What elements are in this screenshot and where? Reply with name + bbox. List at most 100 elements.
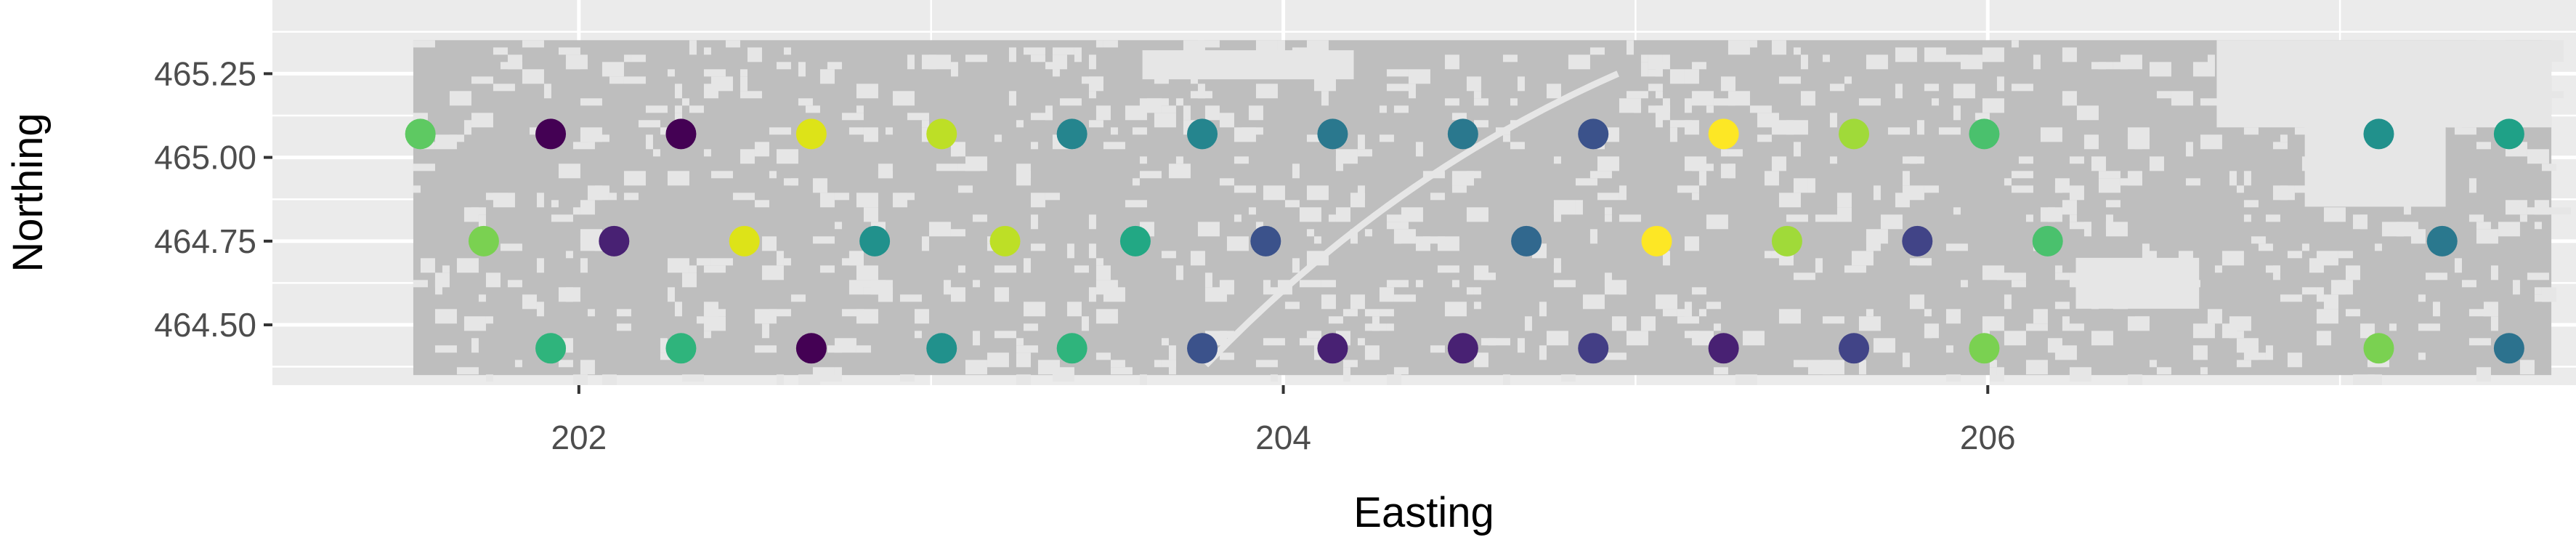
data-point xyxy=(2363,333,2394,364)
raster-gap xyxy=(434,280,442,295)
raster-gap xyxy=(1931,98,1939,106)
raster-gap xyxy=(1481,338,1496,346)
raster-gap xyxy=(1902,171,1910,186)
raster-gap xyxy=(2367,374,2382,385)
raster-gap xyxy=(2156,367,2171,375)
data-point xyxy=(468,225,499,257)
raster-gap xyxy=(1437,236,1459,251)
raster-gap xyxy=(1909,294,1924,310)
raster-gap xyxy=(1953,105,1961,121)
raster-gap xyxy=(965,54,987,62)
raster-gap xyxy=(500,243,522,251)
raster-gap xyxy=(2527,272,2549,280)
raster-gap xyxy=(2280,294,2302,302)
raster-gap xyxy=(1924,185,1939,193)
raster-gap xyxy=(522,69,544,84)
raster-gap xyxy=(1800,91,1815,106)
raster-gap xyxy=(1357,338,1365,346)
raster-gap xyxy=(2236,360,2251,368)
raster-gap xyxy=(1473,287,1481,295)
raster-gap xyxy=(2548,54,2564,62)
raster-gap xyxy=(1539,243,1547,251)
data-point xyxy=(2493,333,2524,364)
raster-gap xyxy=(1648,84,1663,92)
raster-gap xyxy=(1728,40,1750,55)
raster-gap xyxy=(863,287,886,295)
raster-gap xyxy=(1466,76,1481,92)
raster-gap xyxy=(2083,222,2091,237)
raster-gap xyxy=(841,113,864,121)
raster-gap xyxy=(950,287,965,302)
raster-gap xyxy=(420,258,435,273)
raster-gap xyxy=(1451,280,1459,288)
raster-gap xyxy=(2468,309,2491,317)
raster-gap xyxy=(943,280,951,295)
raster-gap xyxy=(2454,258,2462,273)
raster-gap xyxy=(1749,40,1757,48)
raster-gap xyxy=(870,222,886,230)
raster-gap xyxy=(972,214,987,222)
raster-gap xyxy=(2338,280,2346,295)
raster-gap xyxy=(1299,207,1321,222)
raster-gap xyxy=(1677,185,1699,193)
raster-gap xyxy=(2280,134,2288,142)
raster-gap xyxy=(1473,352,1489,368)
raster-gap xyxy=(1059,98,1082,106)
raster-gap xyxy=(1858,360,1866,375)
raster-gap xyxy=(972,331,980,346)
raster-gap xyxy=(1451,178,1474,186)
raster-gap xyxy=(1764,171,1779,186)
raster-gap xyxy=(1895,84,1903,99)
raster-gap xyxy=(1626,331,1648,346)
raster-gap xyxy=(1640,62,1648,77)
raster-gap xyxy=(1161,251,1176,259)
raster-gap xyxy=(790,294,806,302)
raster-gap xyxy=(1393,105,1409,113)
raster-gap xyxy=(2301,287,2317,295)
raster-gap xyxy=(921,236,929,251)
raster-gap xyxy=(1815,258,1823,273)
raster-gap xyxy=(1873,185,1881,201)
raster-gap xyxy=(1662,54,1670,70)
x-tick-label: 206 xyxy=(1960,419,2016,456)
raster-gap xyxy=(1335,207,1350,222)
raster-gap xyxy=(2243,200,2259,208)
raster-gap xyxy=(1081,316,1089,331)
background-raster xyxy=(413,40,2571,385)
raster-gap xyxy=(2025,360,2048,375)
raster-gap xyxy=(1045,193,1060,201)
raster-gap xyxy=(2185,178,2200,186)
raster-gap xyxy=(2389,323,2397,331)
raster-gap xyxy=(1306,134,1329,142)
raster-gap xyxy=(2185,142,2193,157)
raster-gap xyxy=(565,251,573,259)
raster-gap xyxy=(471,76,493,84)
raster-gap xyxy=(1328,214,1336,222)
raster-gap xyxy=(1095,352,1111,360)
raster-gap xyxy=(1626,40,1634,55)
raster-gap xyxy=(1887,127,1910,135)
raster-gap xyxy=(957,164,980,171)
raster-gap xyxy=(609,193,617,201)
raster-gap xyxy=(1778,76,1801,84)
raster-gap xyxy=(471,113,493,128)
raster-gap xyxy=(1066,302,1082,317)
raster-gap xyxy=(645,105,668,113)
data-points xyxy=(405,118,2524,364)
raster-gap xyxy=(856,105,864,113)
raster-gap xyxy=(1829,113,1837,128)
raster-gap xyxy=(2316,331,2331,346)
raster-gap xyxy=(2272,142,2288,150)
raster-gap xyxy=(2054,345,2077,360)
raster-gap xyxy=(2280,185,2288,201)
raster-gap xyxy=(2468,214,2484,222)
raster-gap xyxy=(1778,309,1801,324)
raster-gap xyxy=(1263,185,1285,201)
raster-gap xyxy=(1589,229,1597,244)
raster-gap xyxy=(834,222,842,230)
raster-gap xyxy=(769,309,791,317)
raster-gap xyxy=(660,338,668,353)
raster-gap xyxy=(710,258,733,266)
raster-gap xyxy=(1241,127,1263,135)
raster-gap xyxy=(2113,62,2128,70)
